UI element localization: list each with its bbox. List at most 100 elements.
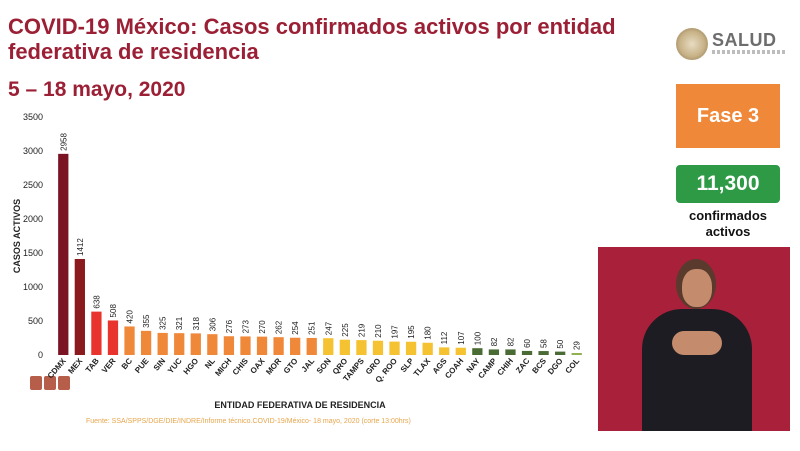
bar-value-label: 107 [457, 331, 466, 345]
bar-value-label: 251 [308, 321, 317, 335]
bar-value-label: 1412 [76, 238, 85, 256]
y-tick-label: 1500 [23, 248, 43, 258]
bar [472, 348, 483, 355]
bar [207, 334, 218, 355]
bar-value-label: 2958 [59, 133, 68, 151]
y-tick-label: 3500 [23, 112, 43, 122]
bar-value-label: 195 [407, 325, 416, 339]
bar-value-label: 325 [159, 316, 168, 330]
bar-chart: 0 500 1000 1500 2000 2500 3000 3500 CASOS ACTIVO… [12, 112, 582, 410]
x-tick-label: CAMP [476, 356, 498, 380]
y-tick-label: 2000 [23, 214, 43, 224]
y-tick-label: 3000 [23, 146, 43, 156]
bar [538, 351, 549, 355]
bar [571, 353, 582, 355]
x-tick-label: GTO [282, 357, 300, 376]
x-tick-label: BCS [530, 356, 548, 375]
x-tick-label: CDMX [46, 356, 68, 380]
bar [455, 347, 466, 355]
x-tick-label: CHIH [496, 356, 516, 377]
bar [505, 349, 516, 355]
x-tick-label: NL [203, 356, 217, 370]
bar [555, 351, 566, 355]
bar [339, 339, 350, 355]
bar [273, 337, 284, 355]
x-tick-label: MOR [264, 356, 283, 376]
decorative-building-icons [30, 376, 90, 394]
bar-value-label: 262 [275, 320, 284, 334]
page-title: COVID-19 México: Casos confirmados activ… [8, 14, 616, 64]
x-tick-label: SON [315, 356, 333, 375]
bar [323, 338, 334, 355]
bar-value-label: 180 [424, 326, 433, 340]
bar-value-label: 100 [473, 331, 482, 345]
bar-value-label: 58 [540, 339, 549, 348]
bar-value-label: 306 [208, 317, 217, 331]
bar [422, 342, 433, 355]
bar [389, 341, 400, 355]
x-axis-label: ENTIDAD FEDERATIVA DE RESIDENCIA [214, 400, 386, 410]
bar-value-label: 355 [142, 314, 151, 328]
bar [240, 336, 251, 355]
x-tick-label: HGO [182, 357, 201, 377]
x-tick-label: JAL [300, 356, 317, 373]
x-tick-label: PUE [133, 356, 151, 375]
interpreter-body [642, 309, 752, 431]
bar-value-label: 270 [258, 320, 267, 334]
x-tick-label: COAH [443, 356, 465, 380]
x-tick-label: YUC [166, 356, 184, 375]
bar [405, 341, 417, 355]
bar-value-label: 60 [523, 338, 532, 347]
bar-value-label: 276 [225, 319, 234, 333]
x-tick-label: DGO [546, 357, 565, 377]
phase-badge: Fase 3 [676, 84, 780, 148]
bar-value-label: 508 [109, 304, 118, 318]
x-tick-label: COL [563, 356, 581, 375]
bar-value-label: 420 [126, 310, 135, 324]
bar-value-label: 29 [573, 341, 582, 350]
x-tick-label: CHIS [231, 356, 251, 377]
logo-text: SALUD [712, 30, 777, 50]
bar [157, 332, 168, 355]
bar [74, 258, 85, 355]
bar-value-label: 210 [374, 324, 383, 338]
bar-value-label: 112 [440, 331, 449, 344]
bar-value-label: 50 [556, 339, 565, 348]
building-icon [44, 376, 56, 390]
bar [91, 311, 102, 355]
bar [256, 336, 268, 355]
bar [356, 340, 367, 355]
bar [107, 320, 119, 355]
bar [439, 347, 450, 355]
y-tick-label: 2500 [23, 180, 43, 190]
bar-value-label: 318 [192, 316, 201, 330]
building-icon [30, 376, 42, 390]
bar-value-label: 82 [490, 337, 499, 346]
bar [190, 333, 201, 355]
bar [306, 337, 317, 355]
bar [174, 333, 185, 355]
bar [488, 349, 500, 355]
x-tick-label: MICH [213, 356, 233, 378]
x-tick-label: ZAC [514, 356, 532, 375]
bar [372, 340, 384, 355]
salud-logo: SALUD [676, 26, 786, 62]
bar [58, 153, 69, 355]
national-seal-icon [676, 28, 708, 60]
interpreter-face [682, 269, 712, 307]
y-axis-label: CASOS ACTIVOS [12, 199, 22, 273]
bar-value-label: 225 [341, 323, 350, 337]
bar-value-label: 247 [324, 321, 333, 335]
bar-value-label: 82 [506, 337, 515, 346]
bar-value-label: 321 [175, 316, 184, 330]
x-tick-label: OAX [249, 356, 267, 376]
bar [124, 326, 135, 355]
x-tick-label: VER [100, 356, 118, 375]
sign-language-interpreter [598, 247, 790, 431]
bar-value-label: 638 [92, 295, 101, 309]
total-count-badge: 11,300 [676, 165, 780, 203]
y-tick-label: 1000 [23, 282, 43, 292]
bar-value-label: 219 [357, 323, 366, 337]
logo-subtitle-line [712, 50, 786, 54]
y-tick-label: 500 [28, 316, 43, 326]
